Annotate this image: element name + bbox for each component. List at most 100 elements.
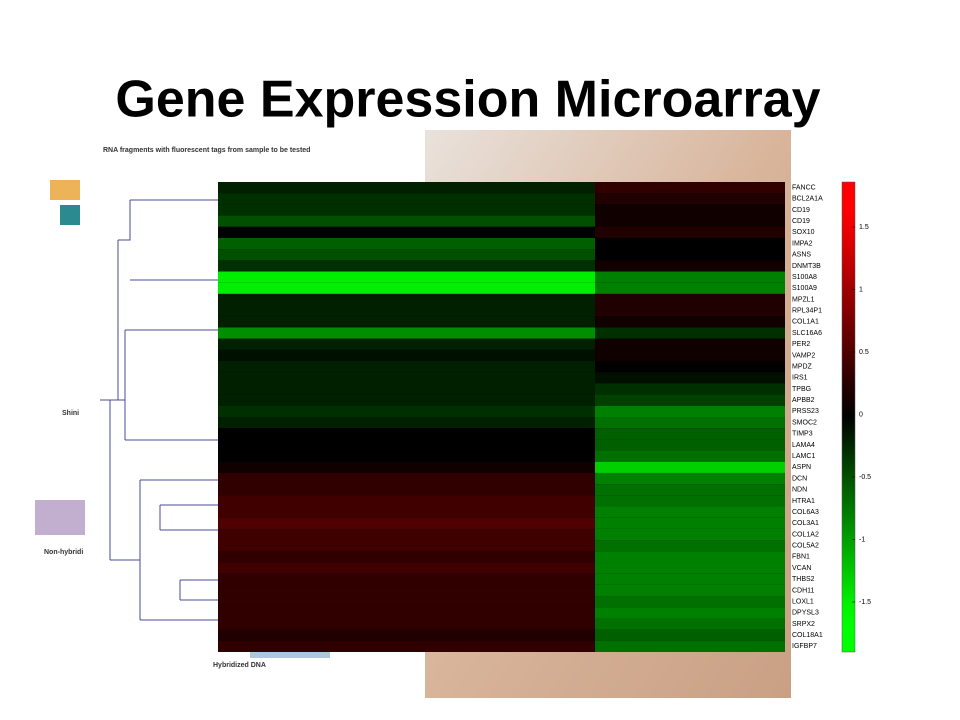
gene-label: COL5A2 bbox=[792, 543, 819, 550]
heatmap-cell bbox=[218, 271, 595, 283]
heatmap-cell bbox=[218, 383, 595, 395]
gene-label: MPDZ bbox=[792, 363, 813, 370]
diagram-shape bbox=[60, 205, 80, 225]
heatmap-cell bbox=[218, 540, 595, 552]
heatmap-cell bbox=[595, 596, 785, 608]
gene-label: FBN1 bbox=[792, 554, 810, 561]
heatmap-cell bbox=[218, 372, 595, 384]
gene-label: COL1A1 bbox=[792, 319, 819, 326]
heatmap-cell bbox=[218, 629, 595, 641]
heatmap-cell bbox=[595, 551, 785, 563]
gene-label: CD19 bbox=[792, 207, 810, 214]
gene-label: DCN bbox=[792, 475, 807, 482]
gene-label: SLC16A6 bbox=[792, 330, 822, 337]
colorbar-tick-label: 0.5 bbox=[859, 349, 869, 356]
heatmap-cell bbox=[595, 383, 785, 395]
gene-label: TIMP3 bbox=[792, 431, 813, 438]
heatmap-cell bbox=[218, 428, 595, 440]
heatmap-cell bbox=[595, 305, 785, 317]
heatmap-cell bbox=[595, 528, 785, 541]
heatmap-cell bbox=[595, 249, 785, 261]
heatmap-cell bbox=[218, 573, 595, 585]
heatmap-cell bbox=[595, 282, 785, 294]
heatmap-cell bbox=[218, 405, 595, 417]
heatmap-cell bbox=[218, 394, 595, 406]
heatmap-cell bbox=[595, 260, 785, 272]
gene-label: LAMC1 bbox=[792, 453, 815, 460]
heatmap-cell bbox=[218, 417, 595, 429]
gene-label: S100A8 bbox=[792, 274, 817, 281]
heatmap-cell bbox=[595, 405, 785, 417]
heatmap-cell bbox=[595, 338, 785, 350]
gene-label: APBB2 bbox=[792, 397, 815, 404]
background-label: RNA fragments with fluorescent tags from… bbox=[103, 147, 310, 154]
heatmap-cell bbox=[218, 506, 595, 518]
gene-label: COL1A2 bbox=[792, 531, 819, 538]
heatmap-cell bbox=[218, 361, 595, 373]
heatmap-cell bbox=[595, 495, 785, 507]
gene-label: ASPN bbox=[792, 464, 811, 471]
heatmap-cell bbox=[595, 472, 785, 485]
gene-label: LOXL1 bbox=[792, 598, 814, 605]
heatmap-cell bbox=[595, 439, 785, 451]
gene-label: COL6A3 bbox=[792, 509, 819, 516]
gene-label: CDH11 bbox=[792, 587, 815, 594]
colorbar-tick-label: 1.5 bbox=[859, 224, 869, 231]
heatmap-cell bbox=[218, 249, 595, 261]
colorbar bbox=[841, 181, 856, 653]
gene-label: COL18A1 bbox=[792, 632, 823, 639]
dendrogram bbox=[100, 199, 218, 621]
heatmap-cell bbox=[218, 182, 595, 194]
heatmap-cell bbox=[218, 282, 595, 294]
heatmap-cell bbox=[218, 495, 595, 507]
colorbar-tick-label: 0 bbox=[859, 411, 863, 418]
heatmap-cell bbox=[218, 293, 595, 306]
gene-label: SOX10 bbox=[792, 229, 815, 236]
gene-label: BCL2A1A bbox=[792, 196, 823, 203]
heatmap-cell bbox=[218, 226, 595, 238]
gene-label: SRPX2 bbox=[792, 621, 815, 628]
heatmap-cell bbox=[595, 349, 785, 362]
gene-label: TPBG bbox=[792, 386, 811, 393]
colorbar-tick-label: -0.5 bbox=[859, 474, 871, 481]
heatmap-cell bbox=[595, 316, 785, 328]
heatmap-cell bbox=[218, 193, 595, 205]
gene-label: PER2 bbox=[792, 341, 810, 348]
heatmap-cell bbox=[218, 640, 595, 652]
heatmap-cell bbox=[595, 461, 785, 473]
heatmap-cell bbox=[595, 182, 785, 194]
diagram-shape bbox=[50, 180, 80, 200]
gene-label: VAMP2 bbox=[792, 352, 815, 359]
heatmap-cell bbox=[595, 293, 785, 306]
gene-label: IMPA2 bbox=[792, 240, 813, 247]
gene-label: NDN bbox=[792, 487, 807, 494]
gene-label: COL3A1 bbox=[792, 520, 819, 527]
heatmap-cell bbox=[218, 461, 595, 473]
heatmap-cell bbox=[218, 618, 595, 630]
background-label: Non-hybridi bbox=[44, 549, 83, 556]
background-label: Shini bbox=[62, 410, 79, 417]
gene-label: ASNS bbox=[792, 252, 811, 259]
heatmap-cell bbox=[595, 506, 785, 518]
gene-label: DNMT3B bbox=[792, 263, 821, 270]
gene-label: PRSS23 bbox=[792, 408, 819, 415]
heatmap-cell bbox=[595, 629, 785, 641]
heatmap-cell bbox=[218, 607, 595, 619]
gene-label: LAMA4 bbox=[792, 442, 815, 449]
heatmap-cell bbox=[595, 193, 785, 205]
heatmap-cell bbox=[595, 607, 785, 619]
heatmap-cell bbox=[218, 472, 595, 485]
heatmap-cell bbox=[595, 618, 785, 630]
gene-label: VCAN bbox=[792, 565, 811, 572]
colorbar-tick-label: -1 bbox=[859, 536, 865, 543]
heatmap-cell bbox=[218, 562, 595, 574]
heatmap-cell bbox=[595, 215, 785, 227]
heatmap-cell bbox=[218, 215, 595, 227]
gene-label: SMOC2 bbox=[792, 419, 817, 426]
gene-label: MPZL1 bbox=[792, 296, 815, 303]
heatmap-cell bbox=[218, 517, 595, 529]
heatmap-cell bbox=[595, 417, 785, 429]
heatmap-cell bbox=[595, 394, 785, 406]
slide-title: Gene Expression Microarray bbox=[115, 71, 820, 129]
